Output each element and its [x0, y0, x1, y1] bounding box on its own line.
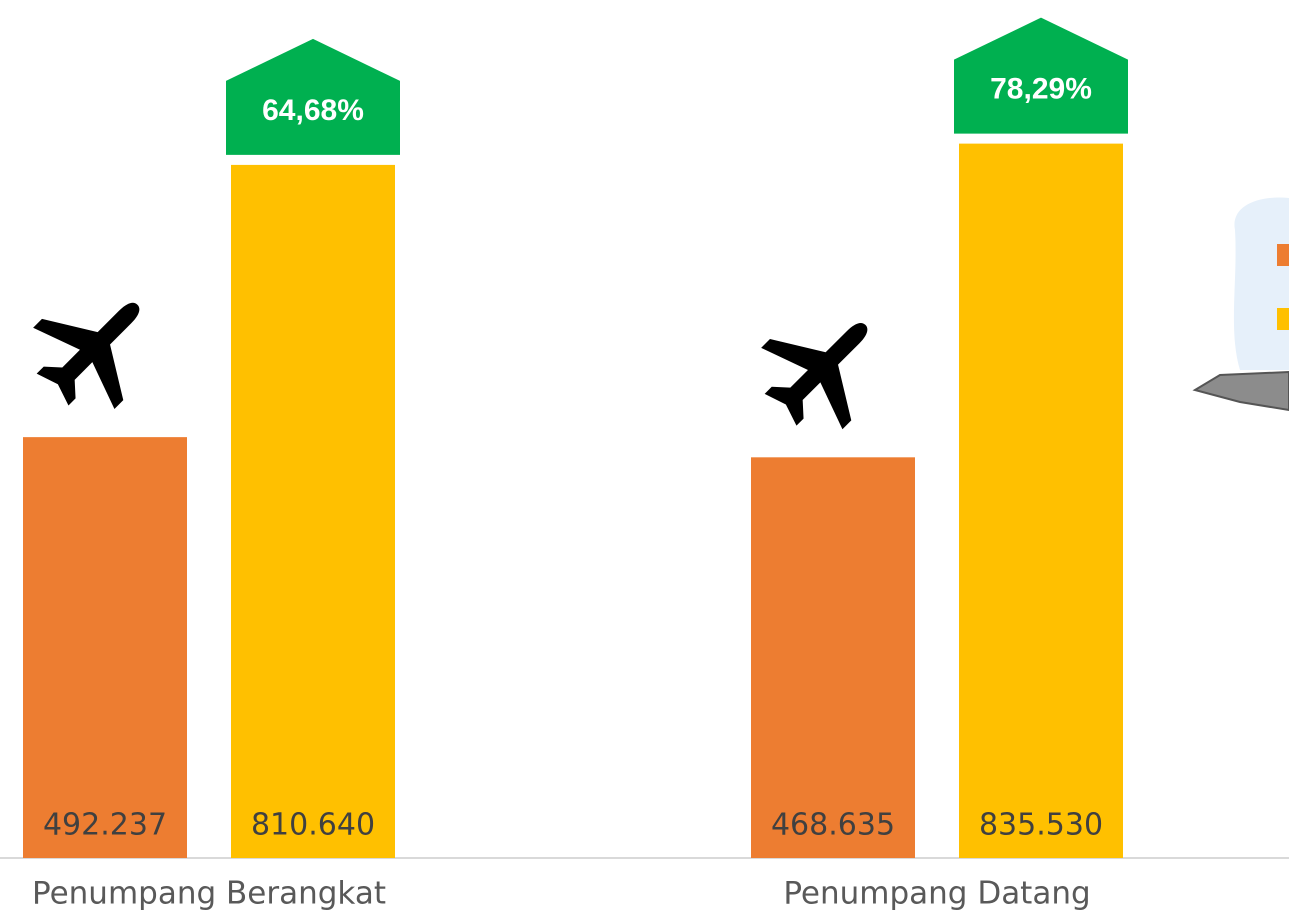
bar — [751, 457, 915, 858]
category-label: Penumpang Datang — [783, 876, 1090, 912]
data-label: 468.635 — [771, 808, 895, 843]
bar — [959, 144, 1123, 858]
bar — [23, 437, 187, 858]
legend-decoration — [1195, 197, 1289, 410]
category-label: Penumpang Berangkat — [32, 876, 386, 912]
laptop-keyboard — [1195, 372, 1289, 410]
legend-swatch — [1277, 244, 1289, 266]
data-label: 492.237 — [43, 808, 167, 843]
plane-icon — [740, 284, 906, 450]
legend-swatch — [1277, 308, 1289, 330]
page: {"chart_data": {"type": "bar", "categori… — [0, 0, 1289, 924]
bar — [231, 165, 395, 858]
data-label: 835.530 — [979, 808, 1103, 843]
growth-label: 78,29% — [990, 73, 1092, 106]
plane-icon — [12, 264, 178, 430]
growth-label: 64,68% — [262, 94, 364, 127]
legend-cloud — [1234, 197, 1289, 370]
data-label: 810.640 — [251, 808, 375, 843]
chart: Penumpang Berangkat 492.237 810.640 64,68% P… — [0, 0, 1289, 924]
